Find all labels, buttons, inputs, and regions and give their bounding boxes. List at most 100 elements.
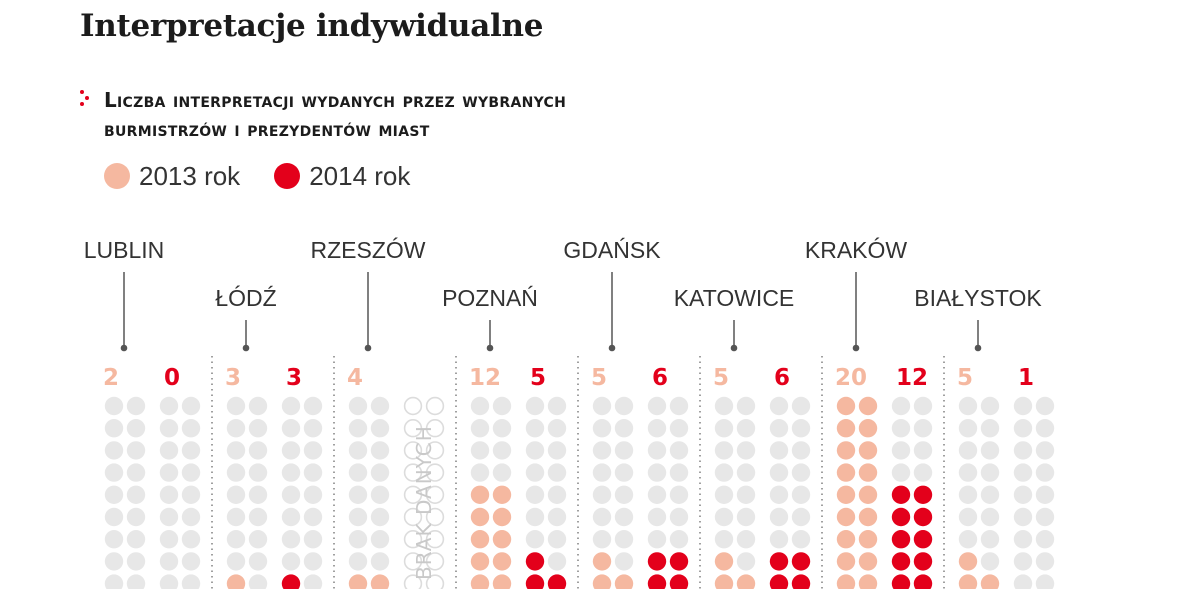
dot-empty bbox=[913, 396, 933, 416]
dot-empty bbox=[669, 419, 689, 438]
dot-filled bbox=[370, 574, 390, 589]
leader-dot bbox=[364, 344, 372, 352]
dot-empty bbox=[281, 441, 301, 460]
value-label-2013: 2 bbox=[103, 365, 119, 391]
dot-empty bbox=[181, 552, 201, 571]
dot-filled bbox=[858, 396, 878, 416]
dot-empty bbox=[791, 530, 811, 549]
dot-filled bbox=[858, 485, 878, 504]
city-label: KATOWICE bbox=[674, 285, 795, 311]
dot-empty bbox=[958, 419, 978, 438]
dot-empty bbox=[736, 530, 756, 549]
dot-filled bbox=[836, 463, 856, 482]
dot-empty bbox=[181, 485, 201, 504]
value-label-2013: 20 bbox=[835, 365, 867, 391]
subtitle-line-2: burmistrzów i prezydentów miast bbox=[104, 117, 430, 141]
dot-filled bbox=[492, 507, 512, 527]
dot-empty bbox=[647, 485, 667, 504]
dot-empty bbox=[248, 441, 268, 460]
dot-empty bbox=[769, 530, 789, 549]
dot-empty bbox=[104, 530, 124, 549]
dot-filled bbox=[525, 552, 545, 571]
dot-empty bbox=[525, 419, 545, 438]
dot-empty bbox=[1013, 485, 1033, 504]
dot-empty bbox=[525, 507, 545, 527]
dot-empty bbox=[547, 419, 567, 438]
dot-empty bbox=[769, 507, 789, 527]
dot-empty bbox=[669, 530, 689, 549]
dot-filled bbox=[714, 574, 734, 589]
dot-empty bbox=[714, 419, 734, 438]
dot-no-data bbox=[425, 396, 445, 416]
dot-empty bbox=[248, 507, 268, 527]
dot-empty bbox=[281, 530, 301, 549]
dot-empty bbox=[159, 552, 179, 571]
dot-empty bbox=[370, 441, 390, 460]
dot-filled bbox=[492, 552, 512, 571]
dot-empty bbox=[525, 441, 545, 460]
city-label: GDAŃSK bbox=[563, 237, 661, 263]
dot-empty bbox=[669, 396, 689, 416]
dot-empty bbox=[736, 419, 756, 438]
dot-empty bbox=[547, 552, 567, 571]
dot-empty bbox=[159, 441, 179, 460]
leader-dot bbox=[608, 344, 616, 352]
dot-empty bbox=[104, 419, 124, 438]
dot-empty bbox=[1035, 530, 1055, 549]
dot-empty bbox=[592, 463, 612, 482]
dot-filled bbox=[913, 552, 933, 571]
dot-empty bbox=[614, 441, 634, 460]
dot-empty bbox=[348, 507, 368, 527]
value-label-2014: 1 bbox=[1018, 365, 1034, 391]
dot-filled bbox=[891, 485, 911, 504]
dot-no-data bbox=[403, 529, 423, 549]
dot-empty bbox=[1035, 485, 1055, 504]
dot-empty bbox=[348, 485, 368, 504]
dot-empty bbox=[159, 485, 179, 504]
dot-empty bbox=[525, 463, 545, 482]
dot-empty bbox=[736, 507, 756, 527]
dot-empty bbox=[348, 463, 368, 482]
dot-filled bbox=[891, 574, 911, 589]
dot-empty bbox=[370, 396, 390, 416]
dot-empty bbox=[913, 463, 933, 482]
dot-empty bbox=[1035, 419, 1055, 438]
dot-empty bbox=[714, 396, 734, 416]
dot-empty bbox=[226, 419, 246, 438]
dot-empty bbox=[669, 507, 689, 527]
value-label-2014: 0 bbox=[164, 365, 180, 391]
dot-empty bbox=[303, 507, 323, 527]
dot-empty bbox=[181, 574, 201, 589]
dot-no-data bbox=[425, 552, 445, 571]
dot-filled bbox=[547, 574, 567, 589]
dot-empty bbox=[303, 574, 323, 589]
value-label-2014: 5 bbox=[530, 365, 546, 391]
dot-filled bbox=[891, 530, 911, 549]
dot-empty bbox=[736, 485, 756, 504]
dot-empty bbox=[104, 485, 124, 504]
dot-empty bbox=[958, 396, 978, 416]
dot-empty bbox=[980, 463, 1000, 482]
dot-empty bbox=[370, 530, 390, 549]
dot-filled bbox=[348, 574, 368, 589]
dot-empty bbox=[547, 530, 567, 549]
value-label-2013: 5 bbox=[713, 365, 729, 391]
dot-empty bbox=[181, 507, 201, 527]
dot-empty bbox=[159, 574, 179, 589]
dot-empty bbox=[159, 507, 179, 527]
dot-empty bbox=[126, 441, 146, 460]
dot-empty bbox=[303, 530, 323, 549]
dot-no-data bbox=[425, 463, 445, 482]
dot-filled bbox=[836, 507, 856, 527]
dot-empty bbox=[614, 530, 634, 549]
dot-empty bbox=[647, 419, 667, 438]
dot-filled bbox=[647, 552, 667, 571]
city-label: ŁÓDŹ bbox=[215, 285, 276, 311]
dot-filled bbox=[836, 574, 856, 589]
dot-empty bbox=[126, 396, 146, 416]
dot-empty bbox=[1035, 552, 1055, 571]
dot-empty bbox=[470, 396, 490, 416]
dot-filled bbox=[470, 530, 490, 549]
dot-empty bbox=[370, 507, 390, 527]
